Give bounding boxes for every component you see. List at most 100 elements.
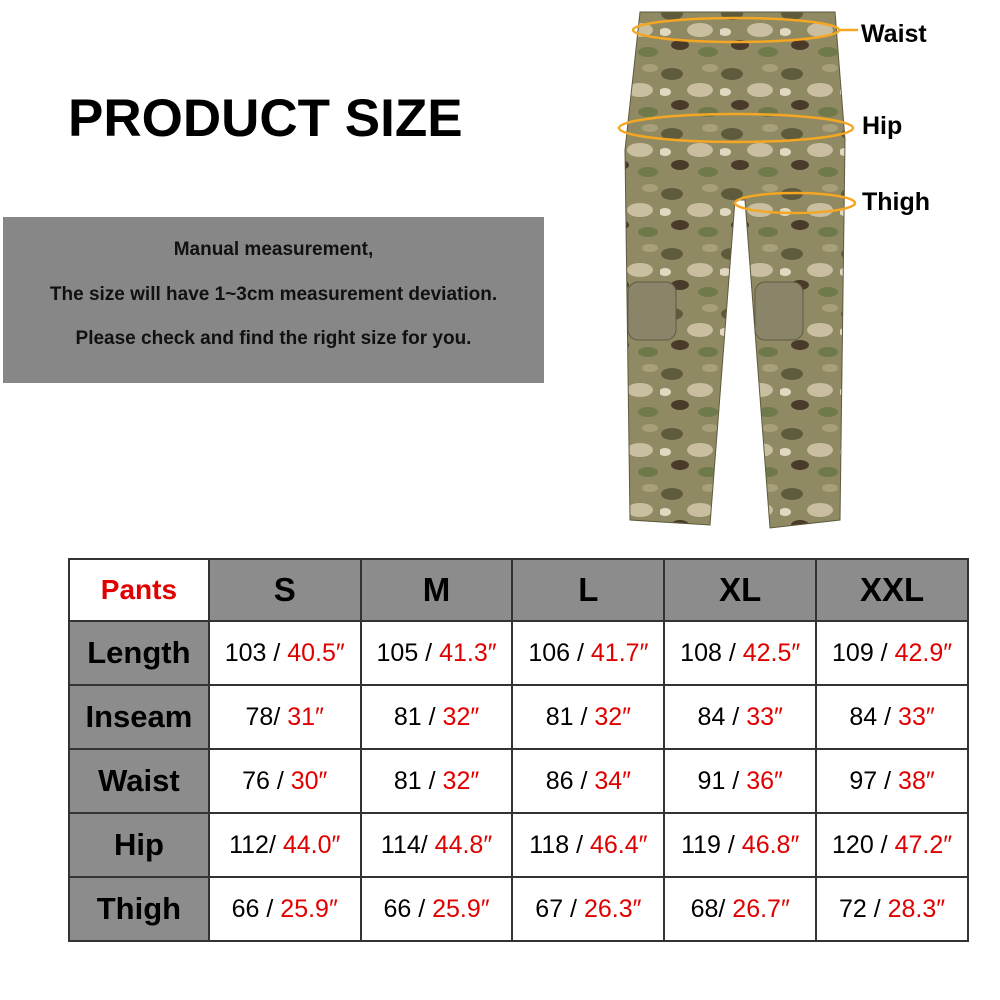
cm-value: 91 / bbox=[697, 766, 747, 795]
cm-value: 78/ bbox=[245, 702, 288, 731]
table-row: Waist 76 / 30″ 81 / 32″ 86 / 34″ 91 / 36″ 97 … bbox=[68, 748, 969, 814]
inch-value: 38″ bbox=[898, 766, 935, 795]
cm-value: 112/ bbox=[229, 830, 283, 859]
size-cell: 78/ 31″ bbox=[207, 684, 362, 750]
size-cell: 84 / 33″ bbox=[663, 684, 818, 750]
inch-value: 36″ bbox=[746, 766, 783, 795]
size-cell: 72 / 28.3″ bbox=[815, 876, 969, 942]
inch-value: 44.0″ bbox=[282, 830, 341, 859]
size-table: Pants S M L XL XXL Length 103 / 40.5″ 105 … bbox=[68, 558, 969, 942]
inch-value: 32″ bbox=[442, 702, 480, 731]
size-cell: 76 / 30″ bbox=[207, 748, 362, 814]
inch-value: 44.8″ bbox=[434, 830, 493, 859]
inch-value: 46.4″ bbox=[589, 830, 648, 859]
inch-value: 46.8″ bbox=[741, 830, 800, 859]
size-cell: 66 / 25.9″ bbox=[207, 876, 362, 942]
size-header: M bbox=[359, 558, 514, 622]
row-label: Hip bbox=[68, 812, 210, 878]
inch-value: 47.2″ bbox=[894, 830, 953, 859]
cm-value: 67 / bbox=[535, 894, 584, 923]
cm-value: 84 / bbox=[849, 702, 899, 731]
cm-value: 66 / bbox=[231, 894, 281, 923]
size-cell: 108 / 42.5″ bbox=[663, 620, 818, 686]
size-cell: 81 / 32″ bbox=[359, 684, 514, 750]
note-line: The size will have 1~3cm measurement dev… bbox=[49, 284, 498, 305]
inch-value: 42.9″ bbox=[894, 638, 953, 667]
size-cell: 67 / 26.3″ bbox=[511, 876, 666, 942]
size-cell: 68/ 26.7″ bbox=[663, 876, 818, 942]
size-cell: 81 / 32″ bbox=[511, 684, 666, 750]
table-row: Length 103 / 40.5″ 105 / 41.3″ 106 / 41.7″ 1… bbox=[68, 620, 969, 686]
cm-value: 109 / bbox=[832, 638, 895, 667]
inch-value: 41.3″ bbox=[439, 638, 497, 667]
inch-value: 33″ bbox=[898, 702, 935, 731]
cm-value: 76 / bbox=[242, 766, 291, 795]
note-line: Please check and find the right size for… bbox=[75, 328, 472, 349]
inch-value: 25.9″ bbox=[432, 894, 490, 923]
cm-value: 108 / bbox=[680, 638, 743, 667]
inch-value: 26.3″ bbox=[583, 894, 642, 923]
cm-value: 86 / bbox=[545, 766, 595, 795]
cm-value: 106 / bbox=[528, 638, 591, 667]
inch-value: 34″ bbox=[594, 766, 632, 795]
size-cell: 84 / 33″ bbox=[815, 684, 969, 750]
table-header-row: Pants S M L XL XXL bbox=[68, 558, 969, 622]
cm-value: 120 / bbox=[832, 830, 895, 859]
inch-value: 26.7″ bbox=[732, 894, 790, 923]
inch-value: 25.9″ bbox=[280, 894, 338, 923]
table-row: Hip 112/ 44.0″ 114/ 44.8″ 118 / 46.4″ 119 / … bbox=[68, 812, 969, 878]
cm-value: 84 / bbox=[697, 702, 747, 731]
cm-value: 72 / bbox=[838, 894, 888, 923]
size-cell: 105 / 41.3″ bbox=[359, 620, 514, 686]
waist-label: Waist bbox=[861, 20, 927, 48]
inch-value: 41.7″ bbox=[590, 638, 649, 667]
inch-value: 42.5″ bbox=[742, 638, 801, 667]
cm-value: 81 / bbox=[393, 766, 443, 795]
row-label: Inseam bbox=[68, 684, 210, 750]
size-cell: 97 / 38″ bbox=[815, 748, 969, 814]
inch-value: 33″ bbox=[746, 702, 783, 731]
inch-value: 30″ bbox=[290, 766, 328, 795]
inch-value: 28.3″ bbox=[887, 894, 946, 923]
size-cell: 103 / 40.5″ bbox=[207, 620, 362, 686]
cm-value: 119 / bbox=[681, 830, 742, 859]
size-cell: 106 / 41.7″ bbox=[511, 620, 666, 686]
thigh-label: Thigh bbox=[862, 188, 931, 216]
size-cell: 114/ 44.8″ bbox=[359, 812, 514, 878]
cm-value: 105 / bbox=[376, 638, 440, 667]
size-cell: 109 / 42.9″ bbox=[815, 620, 969, 686]
table-row: Inseam 78/ 31″ 81 / 32″ 81 / 32″ 84 / 33″ 84 … bbox=[68, 684, 969, 750]
cm-value: 97 / bbox=[849, 766, 899, 795]
size-cell: 81 / 32″ bbox=[359, 748, 514, 814]
thigh-line bbox=[733, 191, 857, 215]
inch-value: 32″ bbox=[594, 702, 632, 731]
cm-value: 66 / bbox=[383, 894, 433, 923]
row-label: Length bbox=[68, 620, 210, 686]
camo-pants-image bbox=[617, 11, 858, 529]
inch-value: 31″ bbox=[287, 702, 324, 731]
row-label: Waist bbox=[68, 748, 210, 814]
size-cell: 118 / 46.4″ bbox=[511, 812, 666, 878]
inch-value: 40.5″ bbox=[287, 638, 345, 667]
page-title: PRODUCT SIZE bbox=[68, 89, 463, 148]
size-header: XXL bbox=[815, 558, 969, 622]
size-cell: 91 / 36″ bbox=[663, 748, 818, 814]
cm-value: 81 / bbox=[393, 702, 443, 731]
size-cell: 120 / 47.2″ bbox=[815, 812, 969, 878]
size-header: XL bbox=[663, 558, 818, 622]
table-row: Thigh 66 / 25.9″ 66 / 25.9″ 67 / 26.3″ 68/ 2… bbox=[68, 876, 969, 942]
row-label: Thigh bbox=[68, 876, 210, 942]
table-corner-label: Pants bbox=[68, 558, 210, 622]
cm-value: 114/ bbox=[380, 830, 435, 859]
size-cell: 119 / 46.8″ bbox=[663, 812, 818, 878]
cm-value: 118 / bbox=[529, 830, 590, 859]
size-cell: 86 / 34″ bbox=[511, 748, 666, 814]
hip-label: Hip bbox=[862, 112, 903, 140]
note-line: Manual measurement, bbox=[173, 239, 374, 260]
size-header: S bbox=[207, 558, 362, 622]
size-cell: 66 / 25.9″ bbox=[359, 876, 514, 942]
measurement-note: Manual measurement, The size will have 1… bbox=[3, 217, 544, 383]
inch-value: 32″ bbox=[442, 766, 480, 795]
cm-value: 81 / bbox=[545, 702, 595, 731]
size-header: L bbox=[511, 558, 666, 622]
